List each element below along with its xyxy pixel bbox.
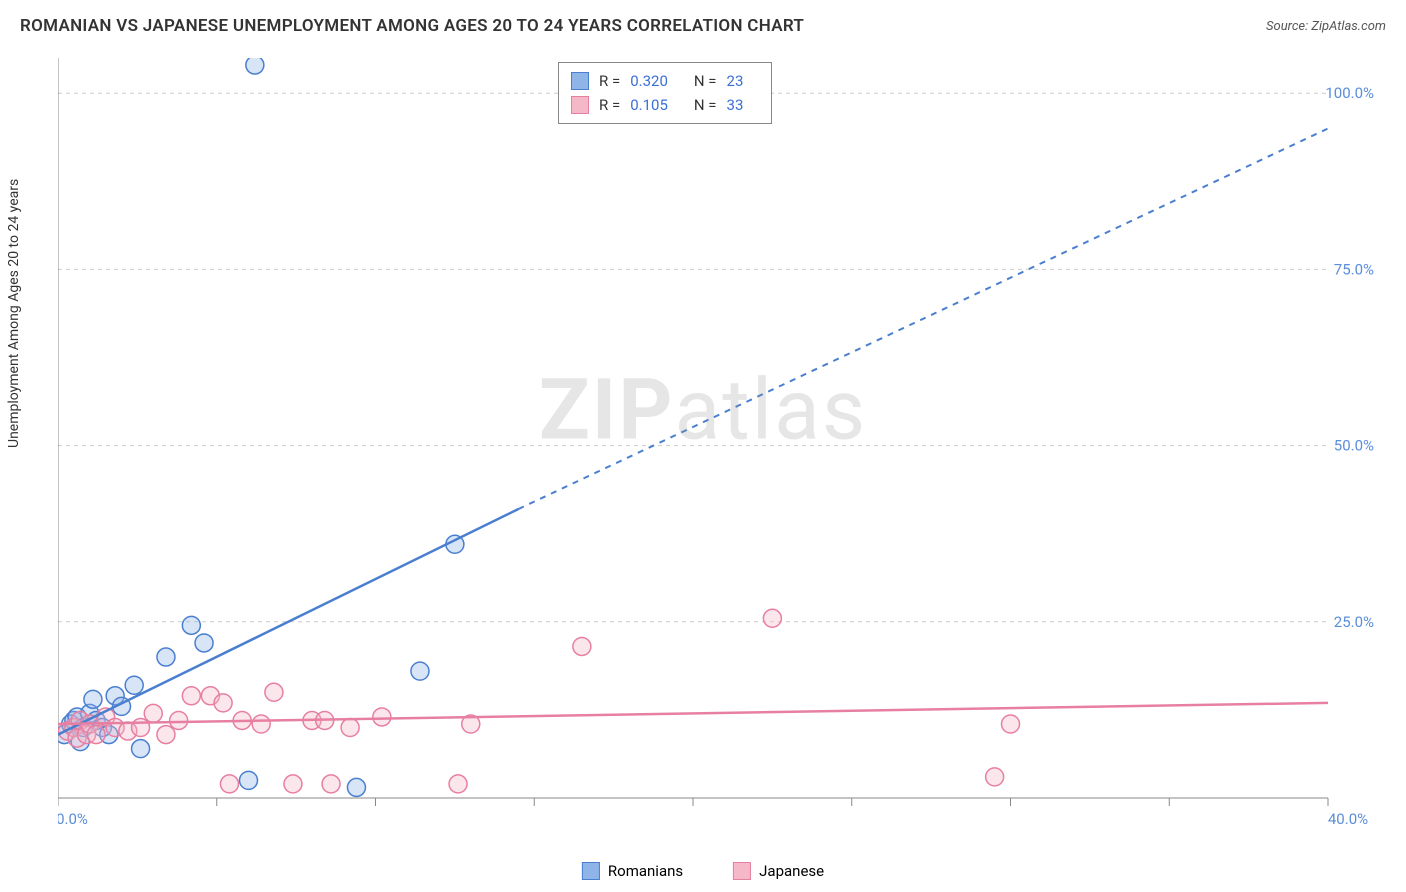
data-point xyxy=(341,719,359,737)
scatter-chart-svg: 25.0% 50.0% 75.0% 100.0% 0.0% 40.0% xyxy=(58,58,1376,828)
y-tick-label: 75.0% xyxy=(1334,260,1374,278)
data-point xyxy=(265,683,283,701)
data-point xyxy=(573,637,591,655)
data-point xyxy=(132,719,150,737)
data-point xyxy=(214,694,232,712)
stats-r-label: R = xyxy=(599,93,620,117)
data-point xyxy=(986,768,1004,786)
series-legend-label: Japanese xyxy=(759,862,824,880)
data-point xyxy=(144,704,162,722)
chart-title: ROMANIAN VS JAPANESE UNEMPLOYMENT AMONG … xyxy=(20,16,804,36)
stats-r-label: R = xyxy=(599,69,620,93)
data-point xyxy=(322,775,340,793)
data-point xyxy=(252,715,270,733)
stats-legend-row: R = 0.105 N = 33 xyxy=(571,93,759,117)
stats-r-value: 0.320 xyxy=(630,69,668,93)
data-point xyxy=(284,775,302,793)
stats-n-value: 33 xyxy=(727,93,744,117)
series-legend-item: Romanians xyxy=(582,862,683,880)
data-point xyxy=(132,740,150,758)
data-point xyxy=(125,676,143,694)
data-point xyxy=(157,648,175,666)
regression-line xyxy=(58,509,518,735)
chart-header: ROMANIAN VS JAPANESE UNEMPLOYMENT AMONG … xyxy=(20,16,1386,36)
y-tick-label: 25.0% xyxy=(1334,613,1374,631)
data-point xyxy=(220,775,238,793)
legend-swatch xyxy=(571,96,589,114)
stats-legend: R = 0.320 N = 23 R = 0.105 N = 33 xyxy=(558,62,772,124)
y-axis-label: Unemployment Among Ages 20 to 24 years xyxy=(6,179,22,448)
legend-swatch xyxy=(582,862,600,880)
series-legend: Romanians Japanese xyxy=(582,862,824,880)
data-point xyxy=(157,726,175,744)
x-tick-label: 0.0% xyxy=(58,810,88,828)
chart-area: 25.0% 50.0% 75.0% 100.0% 0.0% 40.0% xyxy=(58,58,1376,828)
data-point xyxy=(347,778,365,796)
series-legend-item: Japanese xyxy=(733,862,824,880)
chart-source: Source: ZipAtlas.com xyxy=(1266,19,1386,34)
x-tick-label: 40.0% xyxy=(1328,810,1368,828)
data-point xyxy=(182,687,200,705)
data-point xyxy=(246,58,264,74)
stats-n-label: N = xyxy=(694,69,717,93)
stats-n-label: N = xyxy=(694,93,717,117)
regression-line-extrapolated xyxy=(518,128,1328,509)
y-tick-label: 100.0% xyxy=(1325,84,1374,102)
stats-r-value: 0.105 xyxy=(630,93,668,117)
y-tick-label: 50.0% xyxy=(1334,437,1374,455)
data-point xyxy=(170,711,188,729)
stats-legend-row: R = 0.320 N = 23 xyxy=(571,69,759,93)
data-point xyxy=(84,690,102,708)
data-point xyxy=(411,662,429,680)
data-point xyxy=(1002,715,1020,733)
stats-n-value: 23 xyxy=(727,69,744,93)
data-point xyxy=(373,708,391,726)
data-point xyxy=(182,616,200,634)
legend-swatch xyxy=(733,862,751,880)
data-point xyxy=(763,609,781,627)
data-point xyxy=(195,634,213,652)
series-legend-label: Romanians xyxy=(608,862,683,880)
data-point xyxy=(87,726,105,744)
legend-swatch xyxy=(571,72,589,90)
data-point xyxy=(449,775,467,793)
data-point xyxy=(240,771,258,789)
